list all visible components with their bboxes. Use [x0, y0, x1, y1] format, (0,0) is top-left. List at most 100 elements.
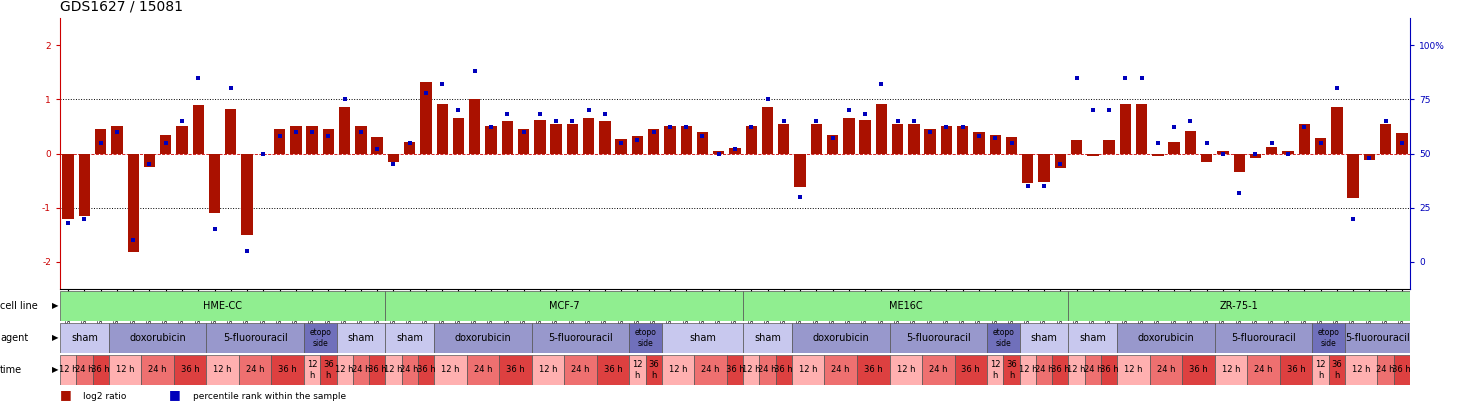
Point — [1130, 75, 1153, 81]
Point — [1098, 107, 1121, 113]
Text: 36
h: 36 h — [1331, 360, 1343, 380]
Point — [284, 128, 308, 135]
Bar — [1150, 355, 1182, 385]
Bar — [1185, 131, 1196, 153]
Text: 24 h: 24 h — [1035, 365, 1053, 375]
Bar — [109, 323, 207, 353]
Bar — [534, 120, 545, 153]
Bar — [532, 355, 564, 385]
Bar — [1003, 355, 1019, 385]
Bar — [728, 355, 744, 385]
Bar — [744, 291, 1069, 321]
Bar — [1363, 153, 1375, 160]
Bar — [908, 124, 920, 153]
Text: sham: sham — [1079, 333, 1107, 343]
Bar — [760, 355, 776, 385]
Bar — [404, 142, 416, 153]
Bar — [795, 153, 806, 187]
Bar — [207, 355, 239, 385]
Text: 36 h: 36 h — [278, 365, 297, 375]
Bar — [418, 355, 434, 385]
Text: 12 h: 12 h — [538, 365, 557, 375]
Bar — [779, 124, 789, 153]
Bar — [1215, 355, 1248, 385]
Bar — [518, 129, 529, 153]
Bar — [646, 355, 662, 385]
Text: sham: sham — [71, 333, 98, 343]
Text: 36 h: 36 h — [865, 365, 882, 375]
Point — [382, 161, 405, 168]
Text: 5-fluorouracil: 5-fluorouracil — [905, 333, 971, 343]
Text: 24 h: 24 h — [1254, 365, 1273, 375]
Text: 24 h: 24 h — [1156, 365, 1175, 375]
Point — [723, 146, 746, 152]
Point — [1000, 139, 1024, 146]
Text: doxorubicin: doxorubicin — [812, 333, 869, 343]
Bar — [92, 355, 109, 385]
Text: 36 h: 36 h — [92, 365, 109, 375]
Bar — [1248, 355, 1280, 385]
Text: 36 h: 36 h — [604, 365, 623, 375]
Bar — [681, 126, 693, 153]
Text: 24 h: 24 h — [401, 365, 418, 375]
Bar — [824, 355, 857, 385]
Text: sham: sham — [347, 333, 375, 343]
Bar — [792, 355, 824, 385]
Point — [886, 118, 910, 124]
Bar — [60, 323, 109, 353]
Bar — [859, 120, 870, 153]
Point — [739, 124, 763, 131]
Bar — [745, 126, 757, 153]
Bar — [987, 323, 1019, 353]
Bar — [144, 153, 155, 167]
Bar — [337, 323, 385, 353]
Bar — [502, 121, 513, 153]
Bar — [239, 355, 271, 385]
Point — [870, 81, 894, 87]
Bar — [434, 323, 532, 353]
Point — [853, 111, 876, 118]
Text: 24 h: 24 h — [758, 365, 777, 375]
Bar — [63, 153, 74, 219]
Text: percentile rank within the sample: percentile rank within the sample — [192, 392, 346, 401]
Bar — [303, 355, 321, 385]
Bar — [1168, 142, 1180, 153]
Bar — [550, 124, 561, 153]
Bar — [1344, 323, 1410, 353]
Text: 24 h: 24 h — [929, 365, 948, 375]
Bar — [338, 107, 350, 153]
Point — [446, 107, 469, 113]
Bar — [583, 118, 595, 153]
Text: 12 h: 12 h — [115, 365, 134, 375]
Bar — [109, 355, 141, 385]
Point — [252, 150, 276, 157]
Bar — [1070, 140, 1082, 153]
Text: 24 h: 24 h — [76, 365, 93, 375]
Bar — [662, 323, 744, 353]
Text: etopo
side: etopo side — [993, 328, 1015, 348]
Text: time: time — [0, 365, 22, 375]
Text: 5-fluorouracil: 5-fluorouracil — [1346, 333, 1410, 343]
Bar — [792, 323, 889, 353]
Point — [496, 111, 519, 118]
Text: etopo
side: etopo side — [634, 328, 656, 348]
Bar — [647, 129, 659, 153]
Bar — [1347, 153, 1359, 198]
Text: cell line: cell line — [0, 301, 38, 311]
Text: ■: ■ — [169, 388, 181, 401]
Bar — [79, 153, 90, 216]
Bar — [271, 355, 303, 385]
Bar — [1312, 355, 1328, 385]
Point — [593, 111, 617, 118]
Text: 12 h: 12 h — [669, 365, 687, 375]
Bar — [1053, 355, 1069, 385]
Point — [219, 85, 242, 92]
Text: 5-fluorouracil: 5-fluorouracil — [548, 333, 612, 343]
Bar — [921, 355, 955, 385]
Bar — [631, 136, 643, 153]
Point — [1244, 150, 1267, 157]
Point — [1293, 124, 1317, 131]
Text: 12 h: 12 h — [799, 365, 818, 375]
Bar — [1152, 153, 1163, 156]
Point — [414, 90, 437, 96]
